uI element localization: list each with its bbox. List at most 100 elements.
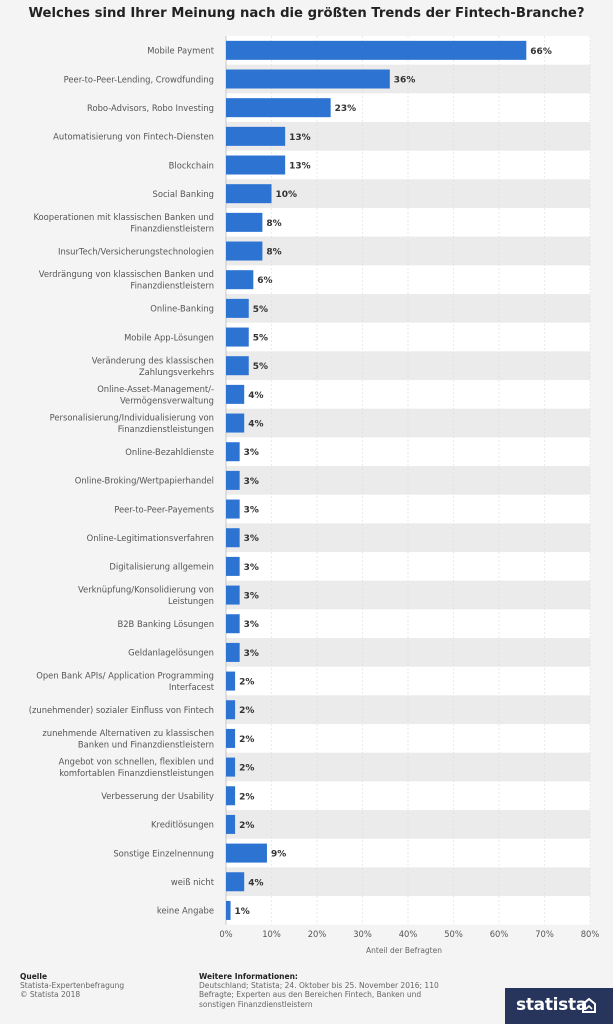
data-label: 13% <box>289 162 311 172</box>
category-label-line: Social Banking <box>153 189 214 199</box>
bar <box>226 700 236 720</box>
bar <box>226 40 527 60</box>
info-line: Deutschland; Statista; 24. Oktober bis 2… <box>199 981 439 990</box>
bar <box>226 69 390 89</box>
category-label: Sonstige Einzelnennung <box>113 848 214 858</box>
data-label: 5% <box>253 334 268 344</box>
category-label-line: Kreditlösungen <box>151 820 214 830</box>
category-label-line: Leistungen <box>168 596 214 606</box>
category-label: Blockchain <box>169 160 214 170</box>
data-label: 9% <box>271 850 286 860</box>
data-label: 5% <box>253 305 268 315</box>
data-label: 2% <box>239 764 254 774</box>
source-line: © Statista 2018 <box>20 990 81 1000</box>
category-label-line: Vermögensverwaltung <box>120 395 214 405</box>
category-label-line: Angebot von schnellen, flexiblen und <box>59 757 214 767</box>
x-axis-label: Anteil der Befragten <box>366 946 442 955</box>
source-block: Quelle Statista-Expertenbefragung © Stat… <box>20 972 124 1000</box>
category-label-line: Kooperationen mit klassischen Banken und <box>33 212 214 222</box>
data-label: 8% <box>266 219 281 229</box>
category-label: weiß nicht <box>171 877 215 887</box>
data-label: 3% <box>244 620 259 630</box>
category-label: Online-Legitimationsverfahren <box>87 533 214 543</box>
x-tick-label: 70% <box>535 929 554 939</box>
category-label-line: Online-Banking <box>150 304 214 314</box>
bar <box>226 843 267 863</box>
category-label-line: Blockchain <box>169 160 214 170</box>
category-label-line: zunehmende Alternativen zu klassischen <box>42 728 214 738</box>
category-label-line: Banken und Finanzdienstleistern <box>78 739 214 749</box>
category-label-line: Robo-Advisors, Robo Investing <box>87 103 214 113</box>
category-label: InsurTech/Versicherungstechnologien <box>58 246 214 256</box>
bar <box>226 728 236 748</box>
category-label-line: Sonstige Einzelnennung <box>113 848 214 858</box>
data-label: 36% <box>394 76 416 86</box>
category-label-line: B2B Banking Lösungen <box>117 619 214 629</box>
data-label: 23% <box>335 104 357 114</box>
category-label-line: Veränderung des klassischen <box>92 355 214 365</box>
category-label-line: Mobile App-Lösungen <box>124 332 214 342</box>
data-label: 3% <box>244 477 259 487</box>
data-label: 3% <box>244 592 259 602</box>
data-label: 3% <box>244 448 259 458</box>
data-label: 2% <box>239 821 254 831</box>
bar <box>226 614 240 634</box>
bar <box>226 241 263 261</box>
category-label-line: Open Bank APIs/ Application Programming <box>36 671 214 681</box>
data-label: 10% <box>276 190 298 200</box>
bar <box>226 384 245 404</box>
x-tick-label: 0% <box>219 929 232 939</box>
data-label: 4% <box>248 420 263 430</box>
category-label: Personalisierung/Individualisierung von F… <box>50 413 214 435</box>
category-label-line: Peer-to-Peer-Payements <box>114 504 214 514</box>
data-label: 6% <box>257 276 272 286</box>
category-label: Mobile Payment <box>147 46 215 56</box>
footer: Quelle Statista-Expertenbefragung © Stat… <box>0 964 613 1024</box>
bar <box>226 499 240 519</box>
x-tick-label: 40% <box>399 929 418 939</box>
info-line: Befragte; Experten aus den Bereichen Fin… <box>199 990 422 1000</box>
category-label-line: Automatisierung von Fintech-Diensten <box>53 132 214 142</box>
category-label-line: komfortablen Finanzdienstleistungen <box>59 768 214 778</box>
category-label-line: (zunehmender) sozialer Einfluss von Fint… <box>29 705 214 715</box>
data-label: 3% <box>244 534 259 544</box>
x-tick-label: 20% <box>308 929 327 939</box>
data-label: 2% <box>239 706 254 716</box>
category-label-line: Online-Broking/Wertpapierhandel <box>75 476 214 486</box>
logo-mark-icon <box>582 997 596 1013</box>
category-label: Verbesserung der Usability <box>101 791 214 801</box>
data-label: 3% <box>244 649 259 659</box>
bar <box>226 327 249 347</box>
data-labels: 66% 36% 23% 13% 13% 10% 8% 8% 6% 5% 5% 5% 4% 4% 3% 3% 3%… <box>235 47 552 917</box>
bar <box>226 413 245 433</box>
data-label: 66% <box>530 47 552 57</box>
data-label: 3% <box>244 506 259 516</box>
category-label-line: Verbesserung der Usability <box>101 791 214 801</box>
data-label: 2% <box>239 678 254 688</box>
category-label: Online-Broking/Wertpapierhandel <box>75 476 214 486</box>
category-label: Verknüpfung/Konsolidierung von Leistungen <box>78 585 214 607</box>
category-label: B2B Banking Lösungen <box>117 619 214 629</box>
category-label-line: Personalisierung/Individualisierung von <box>50 413 214 423</box>
category-label-line: Finanzdienstleistungen <box>118 424 214 434</box>
info-line: sonstigen Finanzdienstleistern <box>199 999 313 1009</box>
category-label: Geldanlagelösungen <box>128 648 214 658</box>
category-label-line: Mobile Payment <box>147 46 215 56</box>
bar <box>226 212 263 232</box>
bar <box>226 757 236 777</box>
category-label: Angebot von schnellen, flexiblen und komf… <box>59 757 214 779</box>
statista-logo[interactable]: statista <box>505 988 613 1024</box>
category-label: Peer-to-Peer-Lending, Crowdfunding <box>64 74 214 84</box>
category-label: Verdrängung von klassischen Banken und Fi… <box>39 269 214 291</box>
bar <box>226 900 231 920</box>
bar <box>226 814 236 834</box>
bar <box>226 528 240 548</box>
category-label: (zunehmender) sozialer Einfluss von Fint… <box>29 705 214 715</box>
category-label-line: Verknüpfung/Konsolidierung von <box>78 585 214 595</box>
x-tick-label: 30% <box>353 929 372 939</box>
data-label: 8% <box>266 248 281 258</box>
category-label: Mobile App-Lösungen <box>124 332 214 342</box>
category-label-line: Online-Asset-Management/- <box>97 384 214 394</box>
category-label: Robo-Advisors, Robo Investing <box>87 103 214 113</box>
data-label: 5% <box>253 362 268 372</box>
